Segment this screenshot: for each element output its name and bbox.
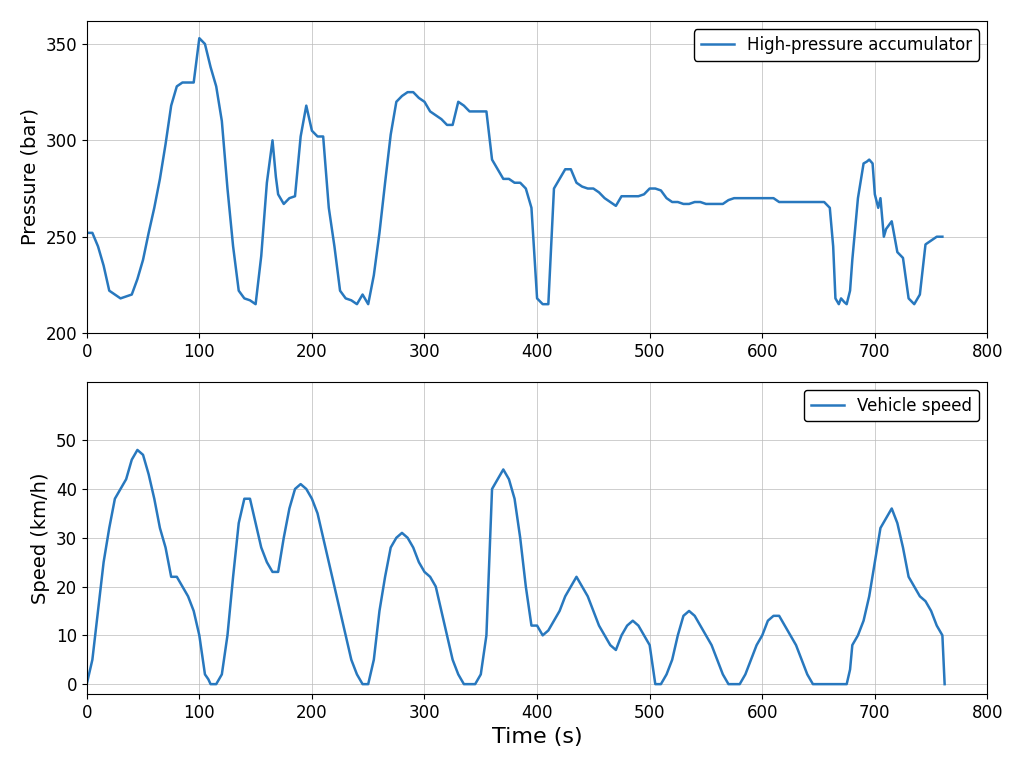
- Legend: High-pressure accumulator: High-pressure accumulator: [694, 29, 979, 61]
- Y-axis label: Pressure (bar): Pressure (bar): [20, 108, 40, 246]
- Legend: Vehicle speed: Vehicle speed: [804, 390, 979, 422]
- X-axis label: Time (s): Time (s): [492, 727, 583, 747]
- Y-axis label: Speed (km/h): Speed (km/h): [32, 472, 50, 604]
